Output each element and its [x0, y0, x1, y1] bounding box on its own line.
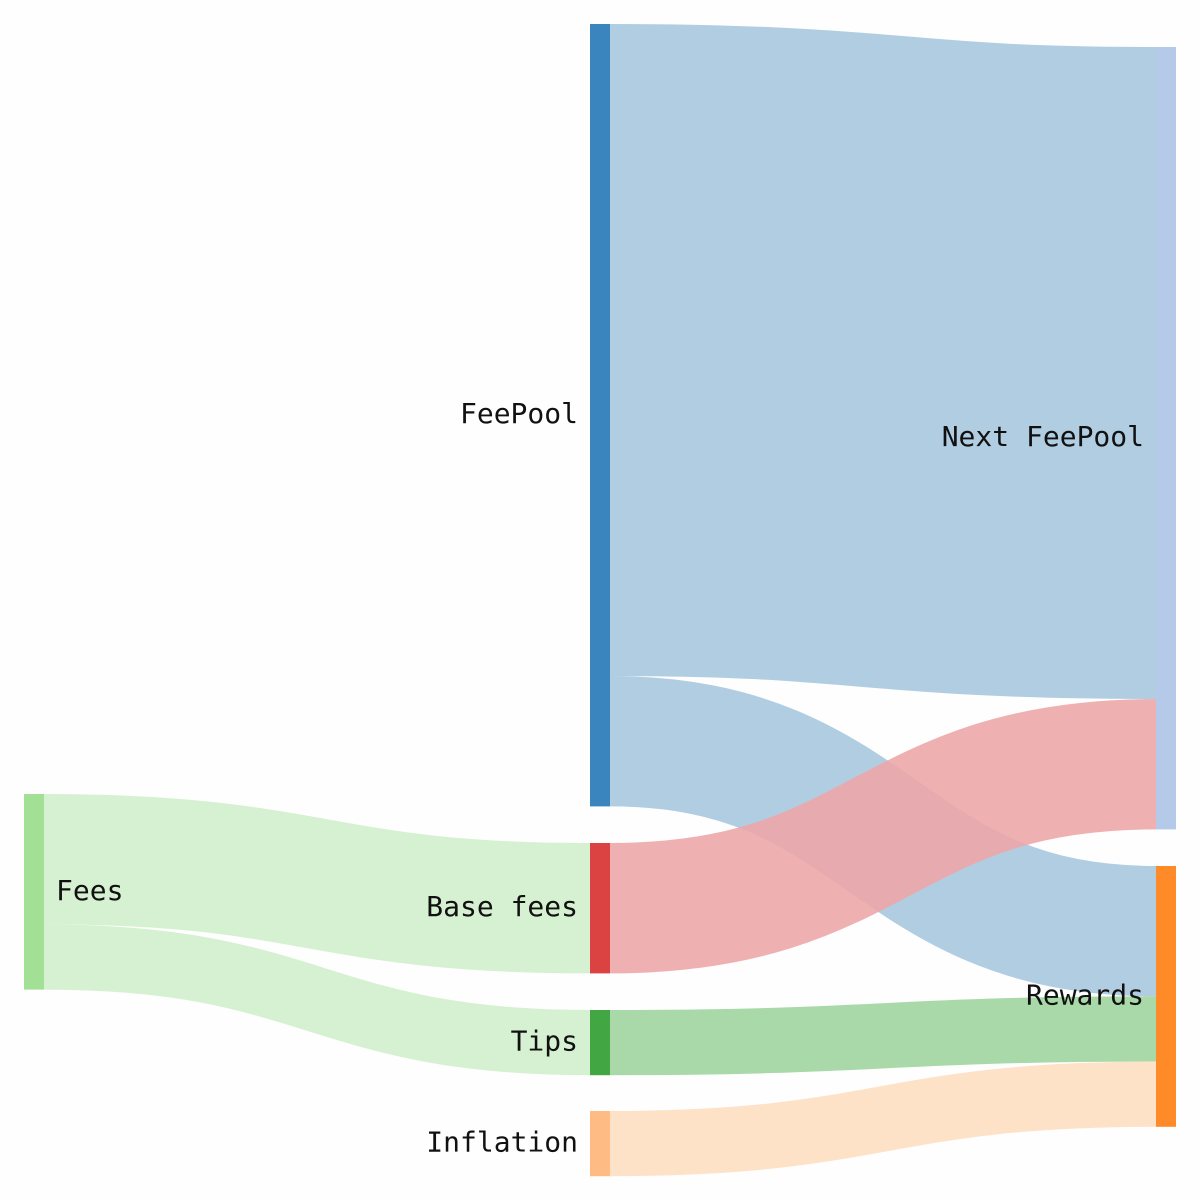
- node-tips: [590, 1010, 610, 1076]
- node-label-tips: Tips: [511, 1025, 578, 1058]
- node-label-base_fees: Base fees: [426, 890, 578, 923]
- link-inflation-to-rewards: [609, 1061, 1157, 1177]
- sankey-labels: Fees FeePool Base fees Tips Inflation Next Fe…: [56, 397, 1144, 1158]
- link-tips-to-rewards: [609, 996, 1157, 1076]
- node-label-fees: Fees: [56, 874, 123, 907]
- link-base_fees-to-next_feepool: [609, 699, 1157, 974]
- node-label-next_feepool: Next FeePool: [942, 420, 1144, 453]
- node-label-rewards: Rewards: [1026, 978, 1144, 1011]
- node-label-inflation: Inflation: [426, 1126, 578, 1159]
- sankey-links: [43, 24, 1157, 1177]
- node-inflation: [590, 1111, 610, 1177]
- sankey-nodes: [24, 24, 1176, 1177]
- node-label-feepool: FeePool: [460, 397, 578, 430]
- node-feepool: [590, 24, 610, 807]
- node-fees: [24, 794, 44, 990]
- link-fees-to-base_fees: [43, 794, 591, 974]
- node-next_feepool: [1156, 47, 1176, 830]
- node-base_fees: [590, 843, 610, 974]
- link-fees-to-tips: [43, 924, 591, 1076]
- link-feepool-to-next_feepool: [609, 24, 1157, 699]
- node-rewards: [1156, 866, 1176, 1127]
